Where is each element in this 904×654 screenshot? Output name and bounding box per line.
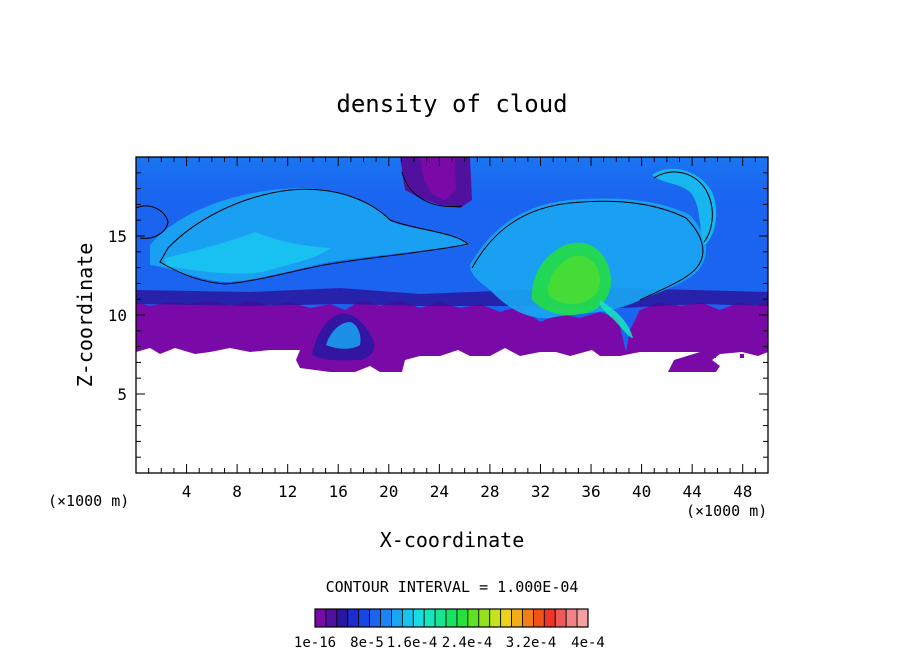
colorbar-swatch (358, 608, 370, 628)
plot-area (136, 157, 768, 473)
y-axis-label: Z-coordinate (73, 243, 97, 388)
x-tick-label: 24 (430, 482, 449, 501)
y-axis-ticks: 5 10 15 (108, 172, 768, 458)
x-tick-label: 32 (531, 482, 550, 501)
y-tick-label: 5 (117, 385, 127, 404)
chart-title: density of cloud (336, 90, 567, 118)
x-tick-label: 44 (683, 482, 702, 501)
stray-cloud-points (704, 354, 744, 360)
colorbar-swatch (565, 608, 578, 628)
colorbar-swatch (554, 608, 567, 628)
x-tick-label: 40 (632, 482, 651, 501)
x-tick-label: 20 (379, 482, 398, 501)
colorbar-swatch (533, 608, 545, 628)
colorbar-swatch (543, 608, 556, 628)
colorbar-tick-label: 1e-16 (294, 635, 336, 651)
x-tick-label: 28 (480, 482, 499, 501)
cloud-lower-turret-core (326, 322, 361, 349)
contour-line (136, 205, 169, 239)
colorbar-swatch (434, 608, 447, 628)
x-tick-label: 48 (733, 482, 752, 501)
colorbar-swatch (336, 608, 349, 628)
contour-interval-text: CONTOUR INTERVAL = 1.000E-04 (326, 578, 579, 596)
x-tick-label: 8 (232, 482, 242, 501)
x-axis-ticks: 4 8 12 16 20 24 28 32 36 40 44 48 (148, 157, 756, 501)
y-tick-label: 10 (108, 306, 127, 325)
colorbar-tick-label: 8e-5 (350, 635, 384, 651)
y-tick-label: 15 (108, 227, 127, 246)
x-tick-label: 16 (329, 482, 348, 501)
colorbar-swatch (467, 608, 480, 628)
contour-line (401, 171, 463, 208)
x-unit-left: (×1000 m) (48, 492, 129, 510)
colorbar-swatch (456, 608, 469, 628)
cloud-top-core (420, 157, 456, 200)
cloud-left-core (165, 232, 330, 274)
colorbar-tick-label: 4e-4 (571, 635, 605, 651)
colorbar-swatch (522, 608, 534, 628)
colorbar-swatch (314, 608, 327, 628)
cloud-updraft-tail (599, 300, 633, 338)
colorbar-swatch (576, 608, 589, 628)
colorbar-swatch (423, 608, 436, 628)
colorbar-swatch (401, 608, 414, 628)
colorbar-tick-label: 3.2e-4 (506, 635, 557, 651)
colorbar-tick-label: 1.6e-4 (387, 635, 438, 651)
colorbar-swatch (478, 608, 491, 628)
contour-line (653, 171, 713, 243)
x-unit-right: (×1000 m) (686, 502, 767, 520)
x-axis-label: X-coordinate (380, 528, 525, 552)
x-tick-label: 4 (182, 482, 192, 501)
colorbar-swatch (511, 608, 523, 628)
colorbar-swatch (325, 608, 338, 628)
contour-line (471, 200, 704, 301)
colorbar-swatch (412, 608, 425, 628)
colorbar-tick-label: 2.4e-4 (442, 635, 493, 651)
x-tick-label: 36 (581, 482, 600, 501)
cloud-updraft-inner (548, 255, 600, 304)
colorbar-labels: 1e-16 8e-5 1.6e-4 2.4e-4 3.2e-4 4e-4 (294, 635, 605, 651)
x-tick-label: 12 (278, 482, 297, 501)
colorbar-swatch (347, 608, 360, 628)
colorbar-swatch (369, 608, 381, 628)
colorbar-swatch (380, 608, 392, 628)
colorbar-swatch (391, 608, 403, 628)
colorbar-swatch (489, 608, 502, 628)
colorbar-frame (314, 608, 589, 628)
contour-lines (136, 171, 713, 301)
colorbar-swatch (500, 608, 512, 628)
colorbar-swatch (445, 608, 458, 628)
colorbar (314, 608, 589, 628)
cloud-base-layer (136, 300, 768, 372)
contour-line (159, 188, 470, 285)
cloud-right-hook (652, 168, 717, 245)
